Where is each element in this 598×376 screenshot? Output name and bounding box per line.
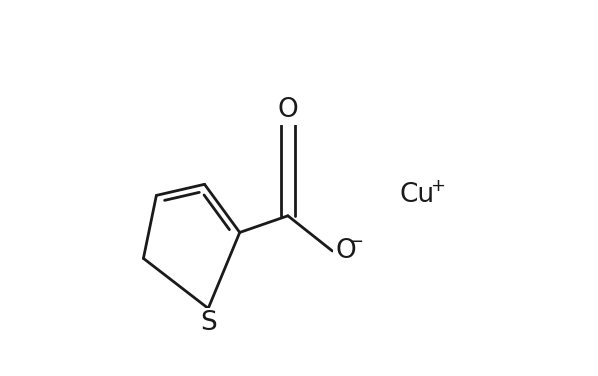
Text: −: − [348,233,363,251]
Text: +: + [431,177,446,195]
Text: O: O [335,238,356,264]
Text: Cu: Cu [400,182,435,208]
Text: S: S [200,310,216,336]
Text: O: O [277,97,298,123]
